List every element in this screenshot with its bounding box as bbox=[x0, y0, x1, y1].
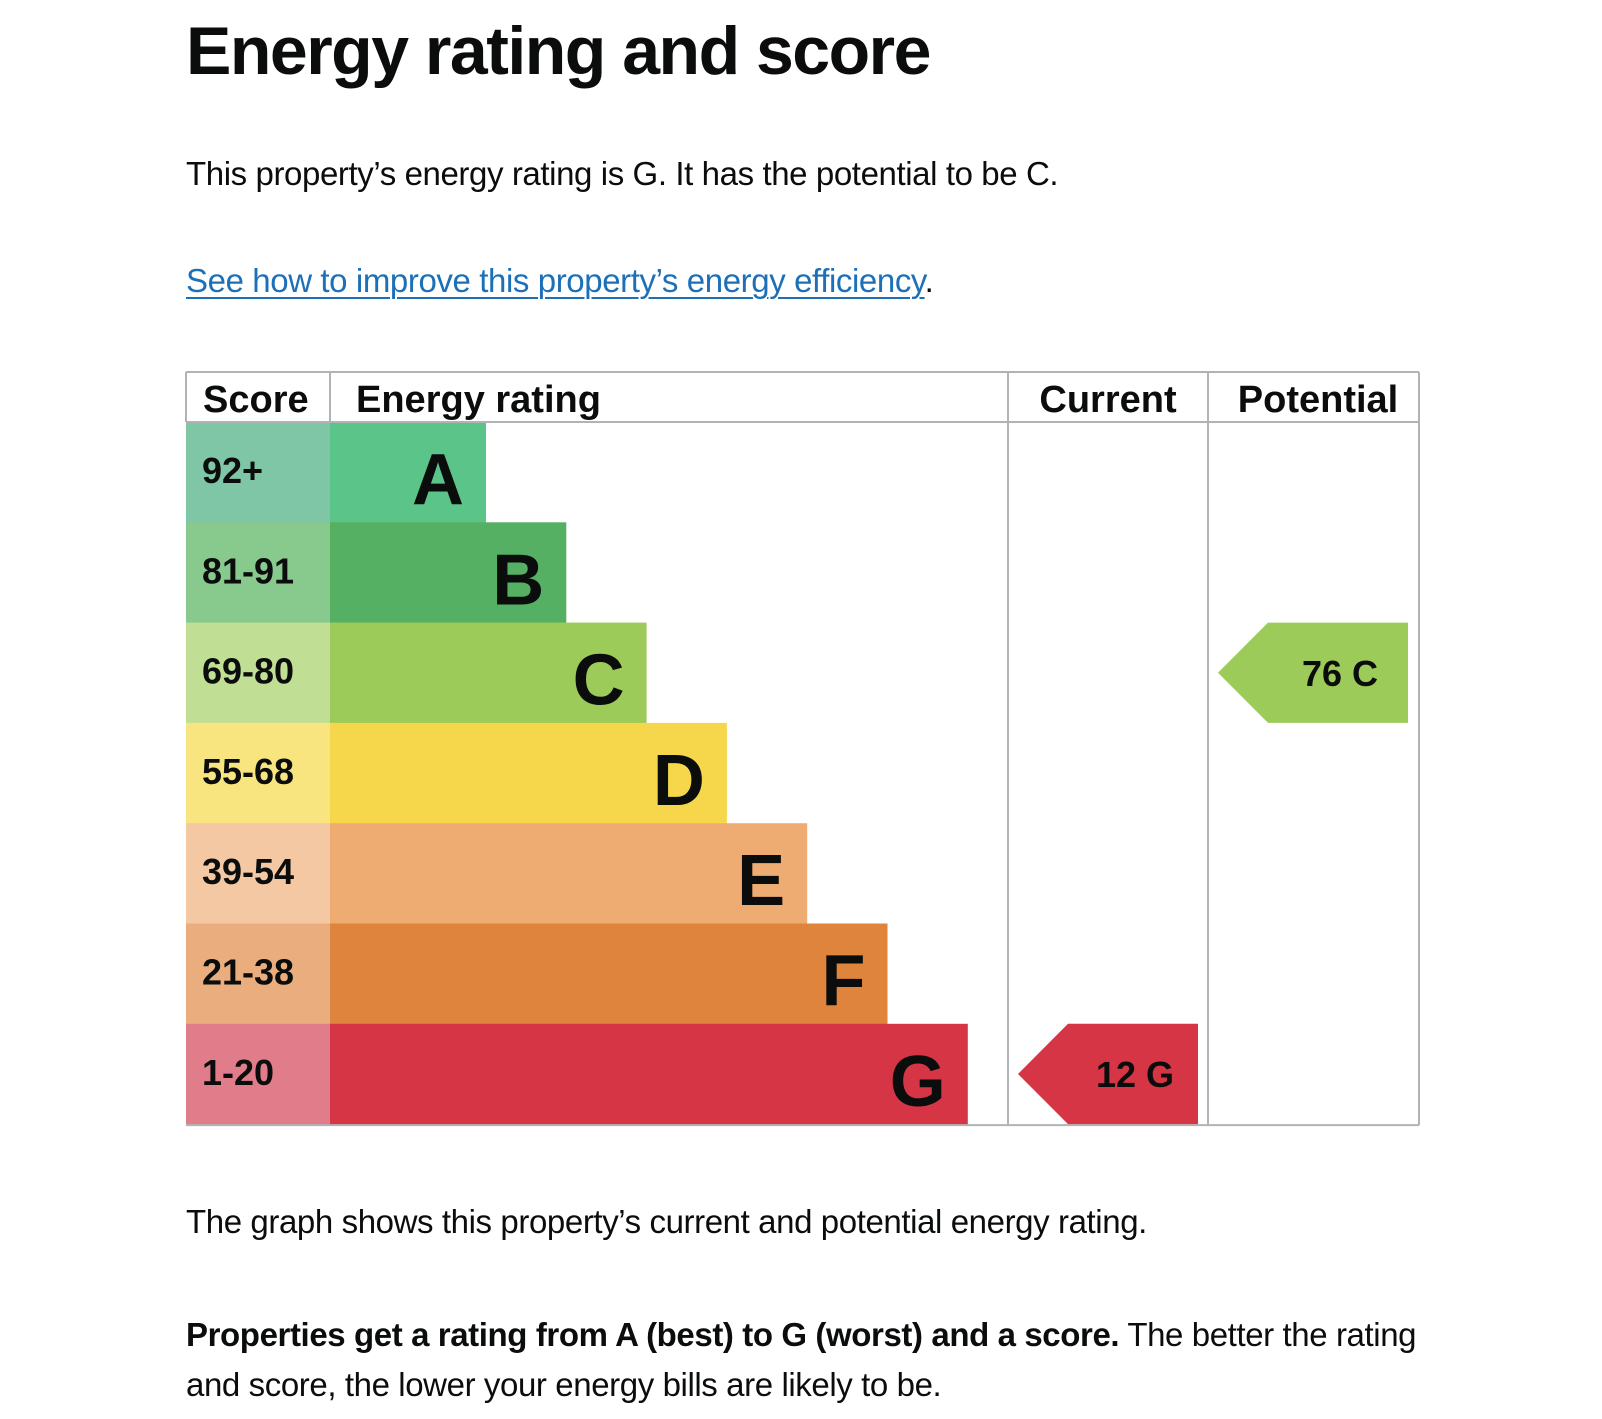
rating-explanation-rest: The better the rating and score, the low… bbox=[186, 1316, 1417, 1403]
column-header-potential: Potential bbox=[1238, 379, 1398, 421]
rating-bar-f bbox=[330, 923, 888, 1025]
rating-bar-b bbox=[330, 522, 567, 624]
score-range-f: 21-38 bbox=[202, 952, 294, 993]
chart-caption: The graph shows this property’s current … bbox=[186, 1203, 1147, 1240]
rating-letter-f: F bbox=[822, 942, 866, 1022]
score-range-b: 81-91 bbox=[202, 550, 294, 591]
improve-paragraph: See how to improve this property’s energ… bbox=[186, 262, 934, 300]
rating-explanation-bold: Properties get a rating from A (best) to… bbox=[186, 1316, 1120, 1353]
column-header-score: Score bbox=[203, 379, 309, 421]
rating-bar-e bbox=[330, 823, 808, 924]
current-rating-label: 12 G bbox=[1096, 1054, 1174, 1095]
rating-bar-g bbox=[330, 1023, 968, 1125]
rating-letter-b: B bbox=[492, 540, 544, 620]
column-header-energy-rating: Energy rating bbox=[356, 379, 601, 421]
score-cell-e bbox=[186, 823, 330, 924]
score-cell-a bbox=[186, 422, 330, 523]
score-cell-c bbox=[186, 622, 330, 724]
score-cell-g bbox=[186, 1023, 330, 1125]
improve-efficiency-link[interactable]: See how to improve this property’s energ… bbox=[186, 262, 925, 299]
potential-rating-label: 76 C bbox=[1302, 653, 1378, 694]
score-range-c: 69-80 bbox=[202, 651, 294, 692]
current-rating-arrow bbox=[1018, 1023, 1198, 1125]
rating-summary: This property’s energy rating is G. It h… bbox=[186, 155, 1059, 192]
score-range-d: 55-68 bbox=[202, 751, 294, 792]
rating-letter-d: D bbox=[653, 741, 705, 821]
rating-explanation: Properties get a rating from A (best) to… bbox=[186, 1310, 1426, 1410]
rating-letter-c: C bbox=[573, 641, 625, 721]
rating-bar-c bbox=[330, 622, 647, 724]
rating-letter-g: G bbox=[890, 1042, 946, 1122]
rating-letter-e: E bbox=[737, 841, 785, 921]
score-range-e: 39-54 bbox=[202, 851, 294, 892]
score-range-g: 1-20 bbox=[202, 1052, 274, 1093]
score-cell-f bbox=[186, 923, 330, 1025]
rating-bar-d bbox=[330, 722, 727, 824]
link-suffix: . bbox=[924, 262, 934, 299]
score-cell-d bbox=[186, 722, 330, 824]
page-title: Energy rating and score bbox=[186, 13, 931, 89]
score-cell-b bbox=[186, 522, 330, 624]
column-header-current: Current bbox=[1039, 379, 1177, 421]
rating-bar-a bbox=[330, 422, 486, 523]
score-range-a: 92+ bbox=[202, 450, 263, 491]
potential-rating-arrow bbox=[1218, 622, 1408, 723]
rating-letter-a: A bbox=[412, 440, 464, 520]
